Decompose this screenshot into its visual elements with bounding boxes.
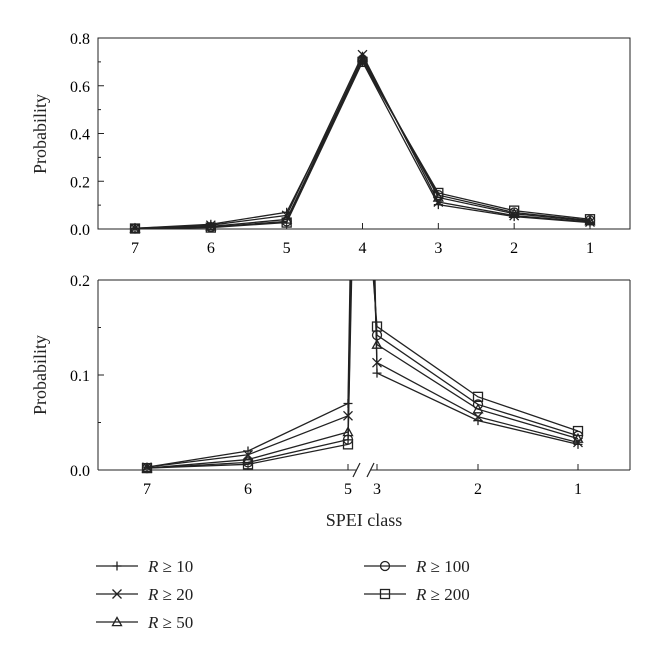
- top-data-point: [281, 217, 292, 228]
- bottom-y-tick-label: 0.1: [70, 368, 90, 385]
- top-data-point: [433, 187, 444, 199]
- bottom-x-tick-label: 7: [143, 481, 151, 498]
- bottom-chart: Probability 0.0 0.1 0.2 7 6 5 3 2 1 SPEI class: [30, 273, 631, 530]
- top-x-tick-label: 1: [586, 240, 594, 257]
- legend-marker-icon: [112, 561, 122, 571]
- bottom-x-tick-label: 2: [474, 481, 482, 498]
- bottom-data-point: [372, 368, 382, 378]
- top-series-line: [134, 55, 591, 230]
- bottom-x-tick-label: 1: [574, 481, 582, 498]
- legend-item: R ≥ 10: [96, 557, 193, 576]
- bottom-data-point: [473, 411, 483, 422]
- bottom-series-line-left: [146, 279, 351, 468]
- bottom-x-axis-label: SPEI class: [326, 510, 403, 530]
- legend-marker-icon: [111, 616, 123, 627]
- legend-label: R ≥ 100: [415, 557, 470, 576]
- top-series-line: [134, 58, 591, 230]
- bottom-y-axis-label: Probability: [30, 335, 50, 415]
- bottom-data-point: [472, 399, 484, 410]
- top-y-ticks: 0.0 0.2 0.4 0.6 0.8: [70, 31, 104, 239]
- top-x-tick-label: 5: [283, 240, 291, 257]
- top-y-tick-label: 0.6: [70, 79, 90, 96]
- bottom-data-point: [372, 357, 382, 368]
- bottom-x-ticks: 7 6 5 3 2 1: [143, 464, 582, 498]
- top-y-tick-label: 0.4: [70, 127, 90, 144]
- top-x-tick-label: 2: [510, 240, 518, 257]
- top-data-point: [357, 56, 368, 68]
- top-x-tick-label: 6: [207, 240, 215, 257]
- bottom-data-point: [141, 462, 153, 474]
- bottom-data-point: [342, 439, 354, 450]
- axis-break-mark: [366, 462, 375, 478]
- bottom-y-ticks: 0.0 0.1 0.2: [70, 273, 104, 480]
- top-x-tick-label: 4: [359, 240, 367, 257]
- bottom-series: [141, 279, 584, 474]
- bottom-x-tick-label: 3: [373, 481, 381, 498]
- legend-item: R ≥ 100: [364, 557, 470, 576]
- top-y-axis-label: Probability: [30, 94, 50, 174]
- bottom-x-tick-label: 5: [344, 481, 352, 498]
- legend-label: R ≥ 10: [147, 557, 193, 576]
- bottom-data-point: [572, 425, 584, 437]
- top-x-tick-label: 3: [434, 240, 442, 257]
- bottom-y-tick-label: 0.2: [70, 273, 90, 290]
- axis-break-mark: [352, 462, 361, 478]
- bottom-series-line-left: [146, 279, 353, 469]
- top-series-line: [134, 60, 591, 229]
- legend-label: R ≥ 20: [147, 585, 193, 604]
- top-series-line: [134, 60, 591, 230]
- top-data-point: [584, 214, 596, 225]
- legend-marker-icon: [379, 560, 391, 572]
- bottom-data-point: [371, 321, 383, 332]
- bottom-data-point: [572, 432, 584, 443]
- bottom-series-line-right: [372, 279, 579, 432]
- legend-item: R ≥ 50: [96, 613, 193, 632]
- top-chart: Probability 0.0 0.2 0.4 0.6 0.8 7 6 5 4 3 2 1: [30, 31, 631, 257]
- top-x-tick-label: 7: [131, 240, 139, 257]
- legend-marker-icon: [112, 589, 122, 599]
- bottom-series-line-left: [146, 279, 352, 469]
- top-series: [129, 49, 596, 234]
- bottom-data-point: [242, 459, 254, 470]
- top-series-line: [134, 53, 591, 229]
- legend: R ≥ 10 R ≥ 20 R ≥ 50 R ≥ 100 R ≥ 200: [96, 557, 470, 632]
- legend-item: R ≥ 20: [96, 585, 193, 604]
- top-y-tick-label: 0.0: [70, 222, 90, 239]
- top-data-point: [129, 223, 141, 234]
- bottom-data-point: [371, 338, 383, 349]
- top-data-point: [205, 222, 216, 233]
- bottom-y-tick-label: 0.0: [70, 463, 90, 480]
- top-data-point: [205, 220, 217, 231]
- bottom-data-point: [472, 391, 484, 403]
- bottom-x-tick-label: 6: [244, 481, 252, 498]
- top-y-tick-label: 0.8: [70, 31, 90, 48]
- legend-item: R ≥ 200: [364, 585, 470, 604]
- bottom-plot-frame: [97, 279, 631, 478]
- top-data-point: [509, 205, 520, 216]
- bottom-data-point: [242, 453, 254, 464]
- legend-label: R ≥ 50: [147, 613, 193, 632]
- legend-marker-icon: [379, 588, 391, 600]
- legend-label: R ≥ 200: [415, 585, 470, 604]
- top-y-tick-label: 0.2: [70, 174, 90, 191]
- bottom-data-point: [573, 439, 583, 449]
